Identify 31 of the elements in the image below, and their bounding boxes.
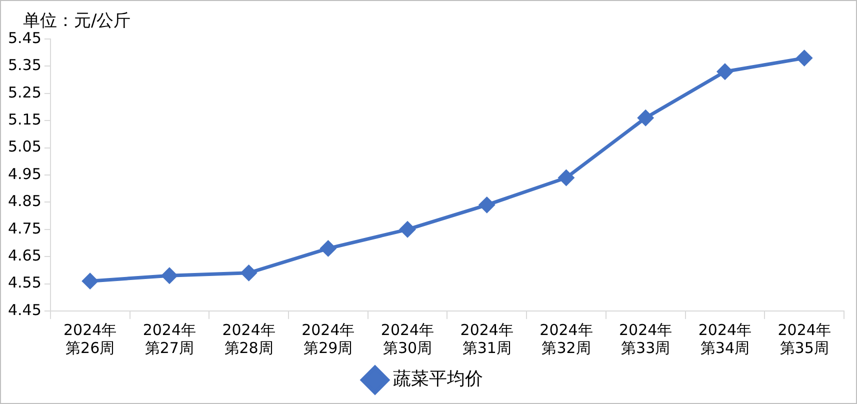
x-tick-label: 2024年第26周 — [63, 320, 117, 357]
legend-label: 蔬菜平均价 — [393, 368, 483, 390]
point — [479, 197, 495, 213]
y-tick-label: 4.65 — [8, 246, 42, 264]
point — [796, 50, 812, 66]
point — [241, 265, 257, 281]
y-tick-label: 4.95 — [8, 164, 42, 183]
x-tick-label: 2024年第29周 — [302, 320, 355, 357]
y-tick-label: 4.45 — [8, 300, 42, 319]
point — [400, 222, 416, 238]
x-tick-label: 2024年第28周 — [222, 320, 276, 357]
y-tick-label: 5.25 — [8, 83, 42, 102]
point — [162, 268, 178, 284]
y-tick-label: 5.05 — [8, 138, 42, 156]
point — [638, 110, 654, 126]
point — [717, 64, 733, 80]
x-tick-label: 2024年第32周 — [540, 320, 593, 357]
y-tick-label: 4.75 — [8, 219, 42, 238]
x-tick-label: 2024年第35周 — [778, 320, 831, 357]
point — [82, 273, 98, 289]
y-tick-label: 4.85 — [8, 192, 42, 210]
x-tick-label: 2024年第31周 — [460, 320, 514, 357]
point — [320, 240, 336, 256]
x-tick-label: 2024年第27周 — [142, 320, 196, 357]
x-tick-label: 2024年第33周 — [619, 320, 672, 357]
x-tick-label: 2024年第30周 — [380, 320, 434, 357]
x-tick-label: 2024年第34周 — [698, 320, 752, 357]
y-tick-label: 5.35 — [8, 56, 42, 74]
y-tick-label: 5.15 — [8, 110, 42, 128]
point — [558, 170, 574, 186]
y-tick-label: 4.55 — [8, 274, 42, 292]
